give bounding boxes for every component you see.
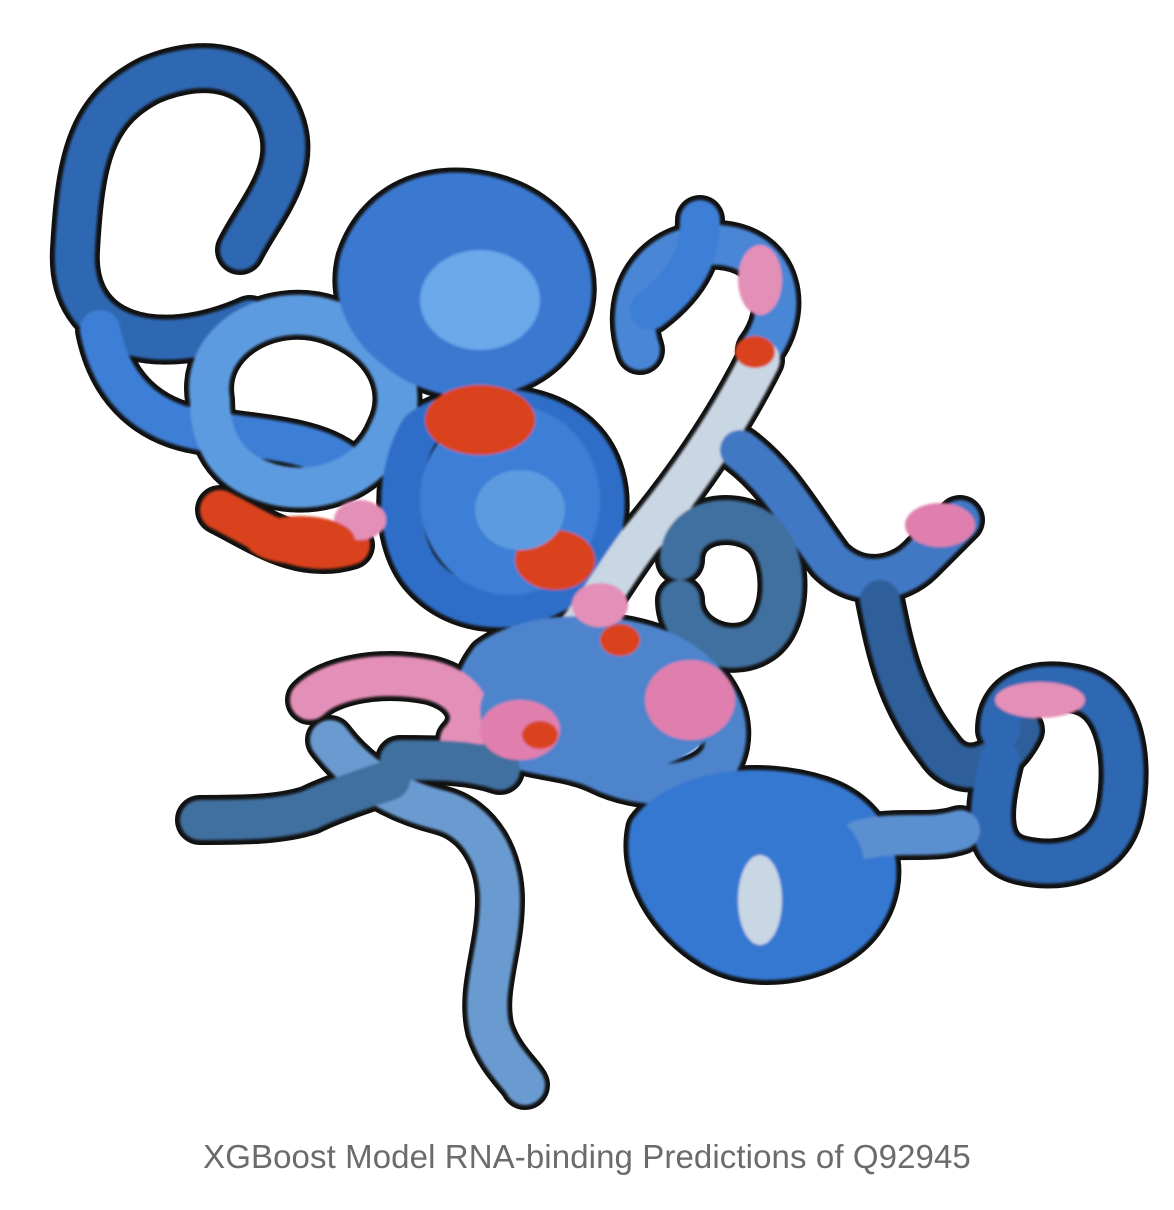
protein-surface-render [49,43,1149,1110]
figure-caption: XGBoost Model RNA-binding Predictions of… [203,1138,971,1175]
surface-fill [54,48,1144,1105]
